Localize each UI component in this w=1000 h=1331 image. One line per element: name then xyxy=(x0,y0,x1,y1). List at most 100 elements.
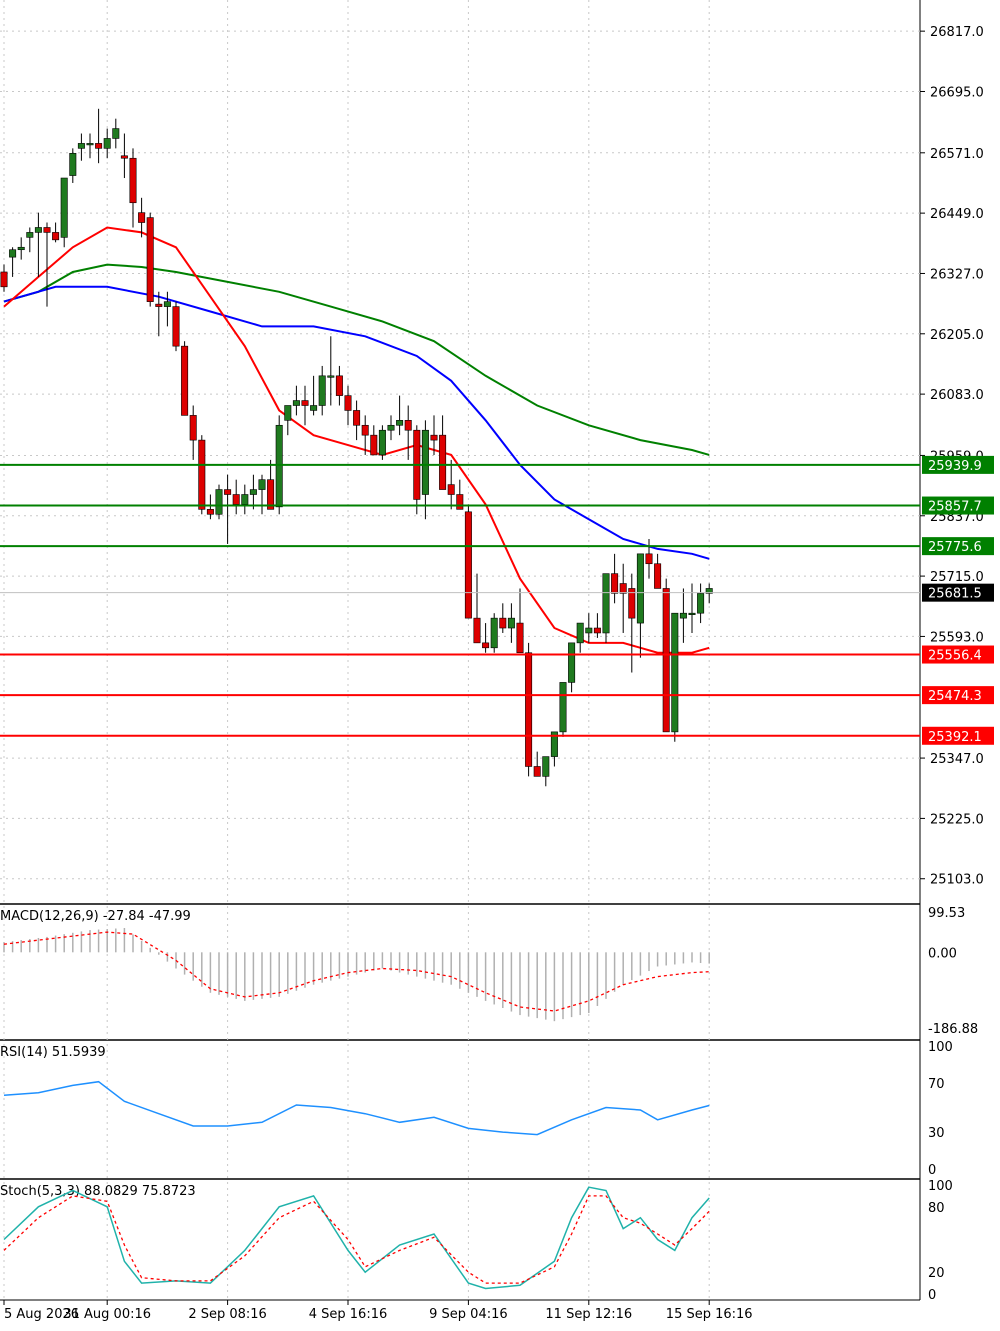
candle-bear xyxy=(525,652,533,767)
stoch-tick-label: 80 xyxy=(928,1201,945,1216)
candle-bear xyxy=(146,217,154,302)
candle-bear xyxy=(301,400,309,406)
candle-bear xyxy=(120,155,128,159)
candle-bear xyxy=(533,766,541,777)
candle-bull xyxy=(671,612,679,733)
candle-bull xyxy=(292,400,300,406)
price-tick-label: 26083.0 xyxy=(930,388,984,403)
price-tick-label: 25225.0 xyxy=(930,812,984,827)
stoch-tick-label: 20 xyxy=(928,1266,945,1281)
support-level-label-bg xyxy=(922,645,994,664)
macd-tick-label: 99.53 xyxy=(928,906,965,921)
price-tick-label: 26817.0 xyxy=(930,25,984,40)
candle-bear xyxy=(447,484,455,495)
macd-label: MACD(12,26,9) -27.84 -47.99 xyxy=(0,909,191,924)
candle-bear xyxy=(198,439,206,510)
support-level-label-bg xyxy=(922,686,994,705)
candle-bear xyxy=(232,494,240,505)
candle-bear xyxy=(95,143,103,149)
rsi-tick-label: 0 xyxy=(928,1163,936,1178)
candle-bear xyxy=(155,303,163,307)
candle-bull xyxy=(507,617,515,629)
rsi-tick-label: 30 xyxy=(928,1126,945,1141)
candle-bear xyxy=(593,627,601,634)
candle-bull xyxy=(26,232,34,238)
candle-bull xyxy=(17,246,25,251)
support-level-label: 25556.4 xyxy=(928,649,982,664)
candle-bull xyxy=(86,143,94,146)
candle-bull xyxy=(60,177,68,238)
current-price-label: 25681.5 xyxy=(928,587,982,602)
candle-bear xyxy=(473,617,481,644)
time-tick-label: 2 Sep 08:16 xyxy=(188,1307,267,1322)
candle-bull xyxy=(112,128,120,139)
candle-bull xyxy=(249,489,257,495)
macd-tick-label: 0.00 xyxy=(928,946,957,961)
candle-bull xyxy=(318,375,326,406)
candle-bear xyxy=(267,479,275,510)
time-tick-label: 9 Sep 04:16 xyxy=(429,1307,508,1322)
rsi-tick-label: 100 xyxy=(928,1040,953,1055)
ma-slow-line xyxy=(3,263,710,456)
candle-bear xyxy=(439,434,447,490)
candle-bull xyxy=(34,227,42,233)
candle-bear xyxy=(52,232,60,241)
candle-bull xyxy=(69,152,77,176)
candle-bear xyxy=(181,345,189,416)
candle-bear xyxy=(344,395,352,411)
stoch-k-line xyxy=(3,1186,710,1290)
price-tick-label: 25715.0 xyxy=(930,570,984,585)
candle-bull xyxy=(559,682,567,733)
candle-bull xyxy=(550,731,558,757)
candle-bear xyxy=(404,420,412,431)
support-level-label: 25392.1 xyxy=(928,730,982,745)
candle-bear xyxy=(430,434,438,441)
stoch-label: Stoch(5,3,3) 88.0829 75.8723 xyxy=(0,1184,196,1199)
rsi-label: RSI(14) 51.5939 xyxy=(0,1045,106,1060)
candle-bear xyxy=(628,588,636,619)
price-tick-label: 26449.0 xyxy=(930,207,984,222)
price-tick-label: 25347.0 xyxy=(930,752,984,767)
candle-bull xyxy=(585,627,593,634)
resistance-level-label: 25939.9 xyxy=(928,459,982,474)
time-tick-label: 4 Sep 16:16 xyxy=(309,1307,388,1322)
candle-bull xyxy=(576,622,584,644)
candle-bull xyxy=(679,612,687,619)
candle-bear xyxy=(516,622,524,654)
stoch-tick-label: 100 xyxy=(928,1179,953,1194)
candle-bear xyxy=(129,157,137,204)
candle-bull xyxy=(310,405,318,411)
candle-bull xyxy=(215,489,223,515)
candle-bull xyxy=(602,573,610,634)
candle-bear xyxy=(619,583,627,594)
candle-bull xyxy=(103,138,111,149)
rsi-tick-label: 70 xyxy=(928,1077,945,1092)
candle-bull xyxy=(396,420,404,426)
candle-bull xyxy=(327,375,335,378)
candle-bear xyxy=(482,642,490,649)
candle-bull xyxy=(163,301,171,307)
candle-bear xyxy=(224,489,232,495)
current-price-label-bg xyxy=(922,583,994,602)
time-tick-label: 5 Aug 2026 xyxy=(4,1307,79,1322)
resistance-level-label-bg xyxy=(922,537,994,556)
candle-bull xyxy=(568,642,576,683)
resistance-level-label-bg xyxy=(922,455,994,474)
candle-bull xyxy=(275,424,283,508)
candle-bear xyxy=(353,410,361,426)
candle-bull xyxy=(387,424,395,431)
time-tick-label: 31 Aug 00:16 xyxy=(63,1307,151,1322)
candle-bear xyxy=(189,415,197,441)
candle-bear xyxy=(335,375,343,396)
candle-bear xyxy=(611,573,619,594)
rsi-line xyxy=(3,1080,710,1136)
time-tick-label: 11 Sep 12:16 xyxy=(545,1307,632,1322)
stoch-d-line xyxy=(3,1195,710,1284)
candle-bear xyxy=(456,494,464,510)
support-level-label: 25474.3 xyxy=(928,689,982,704)
support-level-label-bg xyxy=(922,726,994,745)
candle-bear xyxy=(370,434,378,456)
resistance-level-label: 25775.6 xyxy=(928,540,982,555)
